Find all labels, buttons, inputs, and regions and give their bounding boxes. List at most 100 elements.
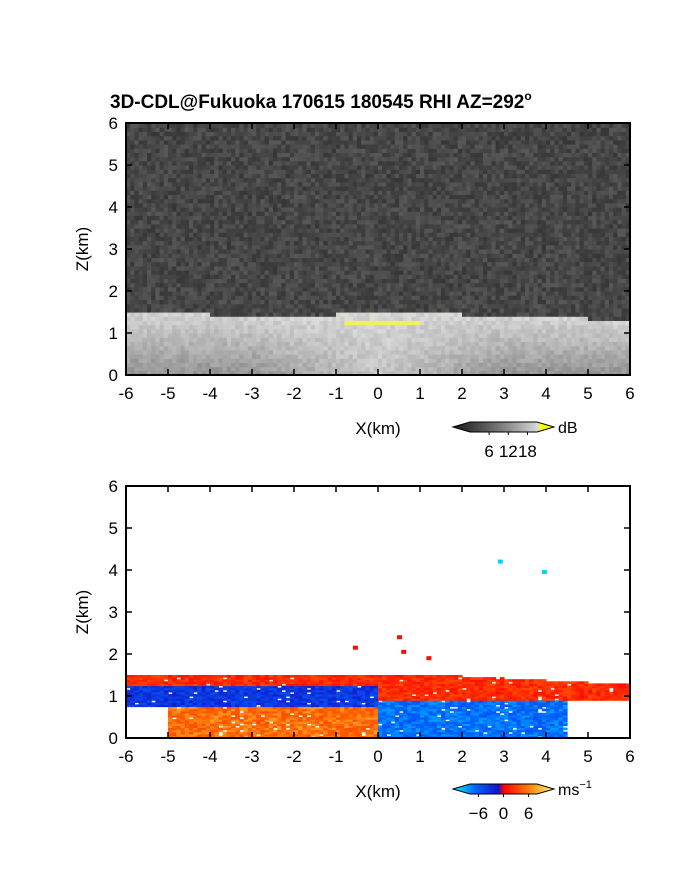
intensity-cell bbox=[378, 215, 383, 221]
intensity-cell bbox=[449, 127, 455, 132]
intensity-cell bbox=[415, 156, 421, 162]
intensity-cell bbox=[214, 274, 219, 279]
intensity-cell bbox=[205, 181, 211, 187]
intensity-cell bbox=[163, 215, 169, 221]
intensity-cell bbox=[247, 265, 253, 271]
intensity-cell bbox=[445, 316, 450, 321]
intensity-cell bbox=[142, 249, 148, 254]
intensity-cell bbox=[348, 299, 354, 305]
intensity-cell bbox=[331, 152, 337, 158]
intensity-cell bbox=[361, 173, 366, 179]
intensity-cell bbox=[134, 228, 140, 233]
intensity-cell bbox=[159, 177, 165, 183]
intensity-cell bbox=[294, 278, 299, 284]
intensity-cell bbox=[210, 173, 215, 179]
intensity-cell bbox=[323, 219, 329, 225]
intensity-cell bbox=[399, 160, 404, 166]
intensity-cell bbox=[172, 186, 177, 191]
intensity-cell bbox=[361, 215, 366, 221]
intensity-cell bbox=[361, 144, 366, 149]
intensity-cell bbox=[294, 177, 299, 183]
intensity-cell bbox=[466, 270, 471, 275]
intensity-cell bbox=[457, 257, 463, 263]
intensity-cell bbox=[273, 165, 278, 170]
intensity-cell bbox=[285, 160, 291, 166]
intensity-cell bbox=[214, 307, 219, 313]
intensity-cell bbox=[231, 257, 236, 263]
intensity-cell bbox=[214, 127, 219, 132]
intensity-cell bbox=[268, 244, 274, 250]
intensity-cell bbox=[285, 312, 291, 317]
intensity-cell bbox=[378, 358, 383, 363]
intensity-cell bbox=[260, 358, 266, 363]
intensity-cell bbox=[126, 156, 131, 162]
intensity-cell bbox=[352, 244, 358, 250]
intensity-cell bbox=[432, 265, 438, 271]
intensity-cell bbox=[172, 303, 177, 309]
intensity-cell bbox=[231, 303, 236, 309]
intensity-cell bbox=[436, 215, 442, 221]
intensity-cell bbox=[130, 190, 135, 195]
intensity-cell bbox=[449, 139, 455, 145]
intensity-cell bbox=[151, 337, 156, 342]
intensity-cell bbox=[453, 202, 459, 208]
intensity-cell bbox=[344, 169, 350, 174]
intensity-cell bbox=[399, 194, 404, 200]
intensity-cell bbox=[357, 265, 362, 271]
intensity-cell bbox=[235, 333, 240, 338]
intensity-cell bbox=[306, 131, 312, 137]
intensity-cell bbox=[411, 240, 417, 246]
intensity-cell bbox=[390, 207, 396, 212]
intensity-cell bbox=[436, 194, 442, 200]
intensity-cell bbox=[327, 358, 333, 363]
intensity-cell bbox=[466, 194, 471, 200]
intensity-cell bbox=[168, 324, 173, 330]
intensity-cell bbox=[130, 307, 135, 313]
intensity-cell bbox=[210, 202, 215, 208]
intensity-cell bbox=[365, 131, 371, 137]
intensity-cell bbox=[369, 211, 375, 216]
intensity-cell bbox=[323, 282, 329, 288]
intensity-cell bbox=[340, 244, 345, 250]
intensity-cell bbox=[319, 244, 324, 250]
intensity-cell bbox=[462, 345, 467, 351]
intensity-cell bbox=[428, 236, 434, 242]
intensity-cell bbox=[453, 316, 459, 321]
intensity-cell bbox=[399, 186, 404, 191]
intensity-cell bbox=[210, 295, 215, 300]
intensity-cell bbox=[449, 354, 455, 359]
intensity-cell bbox=[357, 362, 362, 368]
intensity-cell bbox=[386, 324, 392, 330]
intensity-cell bbox=[281, 244, 287, 250]
intensity-cell bbox=[214, 215, 219, 221]
intensity-cell bbox=[298, 194, 303, 200]
intensity-cell bbox=[474, 337, 480, 342]
intensity-cell bbox=[226, 366, 232, 372]
intensity-cell bbox=[252, 219, 257, 225]
intensity-cell bbox=[407, 135, 413, 141]
intensity-cell bbox=[340, 173, 345, 179]
intensity-cell bbox=[260, 270, 266, 275]
intensity-cell bbox=[180, 207, 186, 212]
intensity-cell bbox=[231, 286, 236, 292]
intensity-cell bbox=[306, 211, 312, 216]
intensity-cell bbox=[432, 316, 438, 321]
intensity-cell bbox=[386, 181, 392, 187]
intensity-cell bbox=[361, 240, 366, 246]
intensity-cell bbox=[445, 278, 450, 284]
intensity-cell bbox=[134, 194, 140, 200]
intensity-cell bbox=[449, 320, 455, 326]
intensity-cell bbox=[306, 257, 312, 263]
intensity-cell bbox=[386, 299, 392, 305]
intensity-cell bbox=[247, 253, 253, 258]
intensity-cell bbox=[243, 270, 249, 275]
intensity-cell bbox=[357, 249, 362, 254]
intensity-cell bbox=[310, 282, 316, 288]
intensity-cell bbox=[193, 249, 198, 254]
intensity-cell bbox=[264, 207, 270, 212]
intensity-cell bbox=[134, 190, 140, 195]
intensity-cell bbox=[247, 236, 253, 242]
intensity-cell bbox=[184, 169, 190, 174]
intensity-cell bbox=[365, 274, 371, 279]
intensity-cell bbox=[256, 265, 261, 271]
